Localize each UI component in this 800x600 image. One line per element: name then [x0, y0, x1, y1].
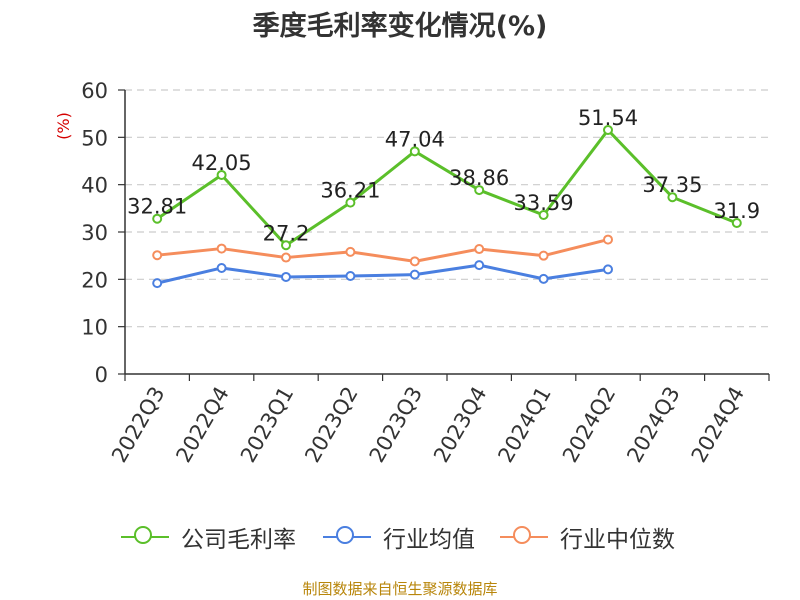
data-point	[281, 252, 291, 263]
y-tick-label: 30	[81, 221, 108, 245]
series-line	[156, 128, 738, 247]
x-tick-label: 2023Q2	[300, 383, 362, 467]
data-label: 31.9	[713, 199, 760, 223]
legend-swatch	[323, 526, 371, 544]
data-point	[667, 192, 678, 203]
data-point	[345, 246, 356, 257]
y-tick-label: 60	[81, 79, 108, 103]
data-point	[538, 250, 549, 261]
legend-label: 行业均值	[383, 527, 475, 553]
data-label: 36.21	[320, 179, 380, 203]
series-line	[157, 238, 609, 263]
data-point	[152, 278, 163, 289]
x-tick-label: 2024Q1	[493, 383, 555, 467]
y-axis-label: (%)	[54, 112, 73, 140]
data-point	[474, 244, 485, 255]
data-label: 37.35	[642, 173, 702, 197]
x-tick-label: 2022Q4	[171, 383, 233, 467]
data-label: 51.54	[578, 106, 638, 130]
data-point	[538, 210, 549, 221]
chart-title: 季度毛利率变化情况(%)	[252, 11, 548, 42]
data-point	[603, 264, 613, 275]
legend-item-company-margin[interactable]: 公司毛利率	[121, 521, 296, 553]
x-tick-label: 2023Q4	[429, 383, 491, 467]
data-point	[603, 125, 613, 136]
legend-swatch	[121, 526, 169, 544]
data-point	[345, 271, 356, 282]
x-tick-label: 2023Q1	[236, 383, 298, 467]
data-point	[216, 169, 227, 180]
data-point	[538, 273, 549, 284]
y-tick-label: 20	[81, 268, 108, 292]
x-tick-label: 2024Q3	[622, 383, 684, 467]
data-point	[731, 218, 742, 229]
legend-label: 行业中位数	[560, 527, 675, 553]
data-point	[474, 260, 485, 271]
x-tick-label: 2023Q3	[365, 383, 427, 467]
data-label: 33.59	[514, 191, 574, 215]
data-point	[345, 197, 356, 208]
data-point	[409, 146, 420, 157]
x-tick-label: 2024Q4	[687, 383, 749, 467]
data-point	[152, 213, 163, 224]
data-point	[216, 262, 227, 273]
legend-item-industry-mean[interactable]: 行业均值	[323, 521, 475, 553]
data-label: 27.2	[263, 221, 310, 245]
legend: 公司毛利率 行业均值 行业中位数	[0, 521, 800, 553]
y-tick-label: 40	[81, 174, 108, 198]
data-label: 47.04	[385, 127, 445, 151]
x-tick-label: 2024Q2	[558, 383, 620, 467]
data-point	[281, 240, 291, 251]
x-tick-label: 2022Q3	[107, 383, 169, 467]
legend-item-industry-median[interactable]: 行业中位数	[500, 521, 675, 553]
source-note: 制图数据来自恒生聚源数据库	[302, 580, 498, 598]
data-point	[409, 269, 420, 280]
y-tick-label: 10	[81, 316, 108, 340]
legend-label: 公司毛利率	[181, 527, 296, 553]
data-point	[152, 250, 163, 261]
data-point	[474, 185, 485, 196]
data-label: 38.86	[449, 166, 509, 190]
data-point	[409, 256, 420, 267]
data-point	[603, 234, 613, 245]
series-line	[156, 263, 609, 285]
data-point	[216, 243, 227, 254]
data-label: 42.05	[192, 151, 252, 175]
data-point	[281, 271, 291, 282]
legend-swatch	[500, 526, 548, 544]
y-tick-label: 50	[81, 126, 108, 150]
y-tick-label: 0	[95, 363, 108, 387]
data-label: 32.81	[127, 195, 187, 219]
